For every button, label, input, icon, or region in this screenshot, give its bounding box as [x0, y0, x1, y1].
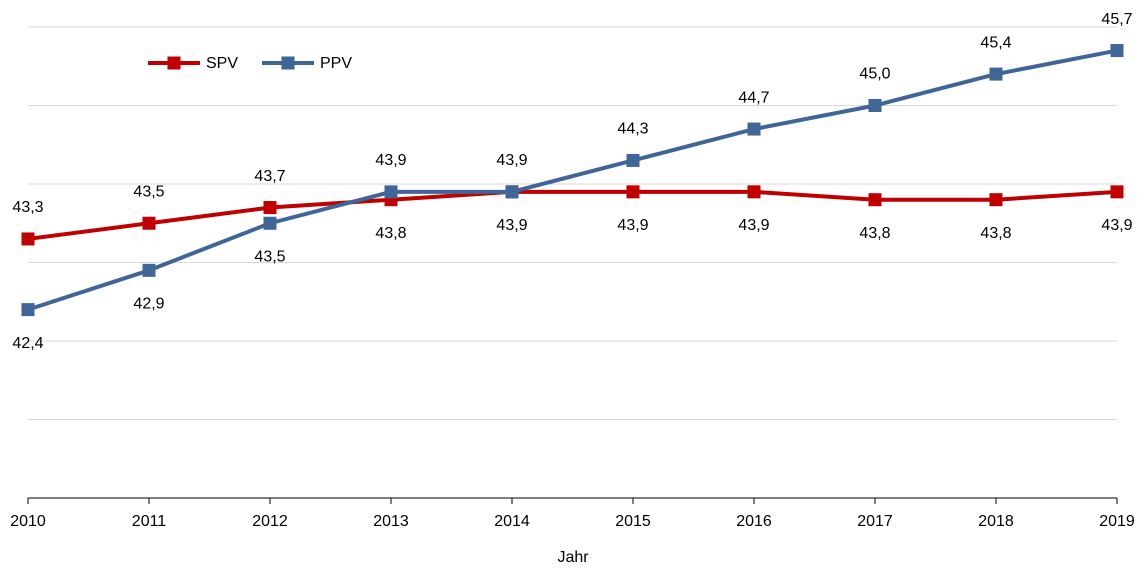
data-label: 43,3 — [12, 199, 43, 216]
marker — [142, 216, 156, 230]
x-tick-label: 2013 — [373, 513, 409, 530]
x-tick-label: 2016 — [736, 513, 772, 530]
marker — [263, 216, 277, 230]
legend-label: SPV — [206, 55, 238, 72]
data-label: 44,7 — [738, 89, 769, 106]
data-label: 44,3 — [617, 121, 648, 138]
data-label: 45,0 — [859, 66, 890, 83]
data-label: 43,9 — [738, 217, 769, 234]
marker — [747, 185, 761, 199]
data-label: 45,7 — [1101, 11, 1132, 28]
data-label: 43,8 — [859, 225, 890, 242]
data-label: 43,8 — [375, 225, 406, 242]
marker — [989, 67, 1003, 81]
x-tick-label: 2017 — [857, 513, 893, 530]
marker — [626, 185, 640, 199]
marker — [989, 193, 1003, 207]
marker — [868, 193, 882, 207]
x-tick-label: 2010 — [10, 513, 46, 530]
series-line — [27, 189, 1118, 241]
marker — [21, 232, 35, 246]
data-label: 43,9 — [617, 217, 648, 234]
legend-marker — [167, 56, 181, 70]
marker — [1110, 185, 1124, 199]
marker — [263, 201, 277, 215]
marker — [505, 185, 519, 199]
marker — [747, 122, 761, 136]
x-tick-label: 2019 — [1099, 513, 1135, 530]
x-tick-label: 2015 — [615, 513, 651, 530]
series-line — [27, 48, 1118, 312]
x-tick-label: 2011 — [132, 513, 167, 530]
x-tick-label: 2014 — [494, 513, 530, 530]
marker — [626, 153, 640, 167]
marker — [868, 99, 882, 112]
marker — [1110, 44, 1124, 58]
data-label: 43,9 — [375, 152, 406, 169]
data-label: 43,9 — [496, 152, 527, 169]
legend-label: PPV — [320, 55, 352, 72]
marker — [384, 185, 398, 199]
data-label: 43,8 — [980, 225, 1011, 242]
data-label: 43,9 — [496, 217, 527, 234]
x-tick-label: 2012 — [252, 513, 288, 530]
legend-marker — [281, 56, 295, 70]
data-label: 42,4 — [12, 335, 43, 352]
data-label: 45,4 — [980, 34, 1011, 51]
data-label: 43,9 — [1101, 217, 1132, 234]
x-axis-label: Jahr — [557, 549, 589, 566]
data-label: 42,9 — [133, 296, 164, 313]
data-label: 43,5 — [254, 248, 285, 265]
data-label: 43,7 — [254, 168, 285, 185]
marker — [142, 263, 156, 277]
data-label: 43,5 — [133, 183, 164, 200]
x-tick-label: 2018 — [978, 513, 1014, 530]
marker — [21, 303, 35, 317]
